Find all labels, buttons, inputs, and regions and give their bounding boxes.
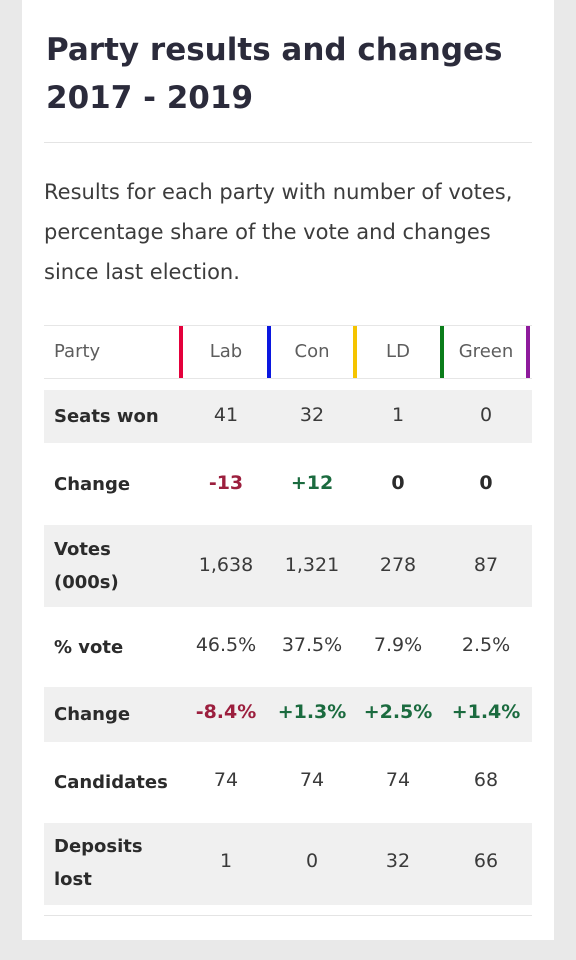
results-card: Party results and changes 2017 - 2019 Re… — [22, 0, 554, 940]
cell: 66 — [473, 850, 499, 872]
description: Results for each party with number of vo… — [44, 180, 513, 284]
divider — [44, 142, 532, 143]
row-label-percent-vote: % vote — [54, 637, 124, 658]
party-header-con: Con — [294, 341, 330, 362]
cell: 74 — [299, 769, 325, 791]
cell: 1 — [391, 404, 405, 426]
cell: 46.5% — [195, 634, 257, 656]
table-row: Seats won 41 32 1 0 — [44, 390, 532, 443]
cell: 68 — [473, 769, 499, 791]
con-color-bar — [267, 326, 271, 378]
row-label-deposits-line1: Deposits — [54, 836, 143, 857]
title-line-1: Party results and changes — [46, 32, 503, 68]
cell: +1.3% — [277, 701, 347, 723]
cell: 1,321 — [284, 554, 340, 576]
divider — [44, 915, 532, 916]
row-label-votes-line2: (000s) — [54, 572, 119, 593]
cell: 2.5% — [461, 634, 511, 656]
cell: 278 — [379, 554, 417, 576]
cell: 0 — [305, 850, 319, 872]
cell: 1,638 — [198, 554, 254, 576]
party-header-ld: LD — [386, 341, 410, 362]
cell: 41 — [213, 404, 239, 426]
cell: 37.5% — [281, 634, 343, 656]
other-color-bar — [526, 326, 530, 378]
row-label-seats: Seats won — [54, 406, 159, 427]
cell: -8.4% — [195, 701, 257, 723]
table-header: Party Lab Con LD Green — [44, 325, 532, 379]
page-title: Party results and changes 2017 - 2019 — [46, 26, 526, 122]
cell: +12 — [290, 472, 334, 494]
cell: 32 — [299, 404, 325, 426]
cell: 0 — [479, 404, 493, 426]
row-label-deposits: Deposits lost — [54, 830, 143, 896]
row-label-candidates: Candidates — [54, 772, 168, 793]
table-row: Deposits lost 1 0 32 66 — [44, 823, 532, 905]
lab-color-bar — [179, 326, 183, 378]
row-label-votes: Votes (000s) — [54, 533, 119, 599]
party-header-lab: Lab — [209, 341, 243, 362]
row-label-percent-change: Change — [54, 704, 131, 725]
table-row: Change -13 +12 0 0 — [44, 458, 532, 510]
row-label-seat-change: Change — [54, 474, 131, 495]
cell: 7.9% — [373, 634, 423, 656]
results-table: Party Lab Con LD Green Seats won 41 32 1… — [44, 325, 532, 905]
cell: 0 — [391, 472, 405, 494]
title-line-2: 2017 - 2019 — [46, 80, 254, 116]
green-color-bar — [440, 326, 444, 378]
table-row: % vote 46.5% 37.5% 7.9% 2.5% — [44, 621, 532, 673]
cell: 32 — [385, 850, 411, 872]
cell: 74 — [213, 769, 239, 791]
cell: 0 — [479, 472, 493, 494]
cell: 74 — [385, 769, 411, 791]
cell: 87 — [473, 554, 499, 576]
cell: +1.4% — [451, 701, 521, 723]
row-label-deposits-line2: lost — [54, 869, 92, 890]
cell: 1 — [219, 850, 233, 872]
ld-color-bar — [353, 326, 357, 378]
table-row: Change -8.4% +1.3% +2.5% +1.4% — [44, 687, 532, 742]
table-row: Candidates 74 74 74 68 — [44, 756, 532, 808]
party-header-green: Green — [458, 341, 514, 362]
party-column-header: Party — [54, 341, 101, 362]
row-label-votes-line1: Votes — [54, 539, 111, 560]
cell: +2.5% — [363, 701, 433, 723]
cell: -13 — [208, 472, 244, 494]
table-row: Votes (000s) 1,638 1,321 278 87 — [44, 525, 532, 607]
